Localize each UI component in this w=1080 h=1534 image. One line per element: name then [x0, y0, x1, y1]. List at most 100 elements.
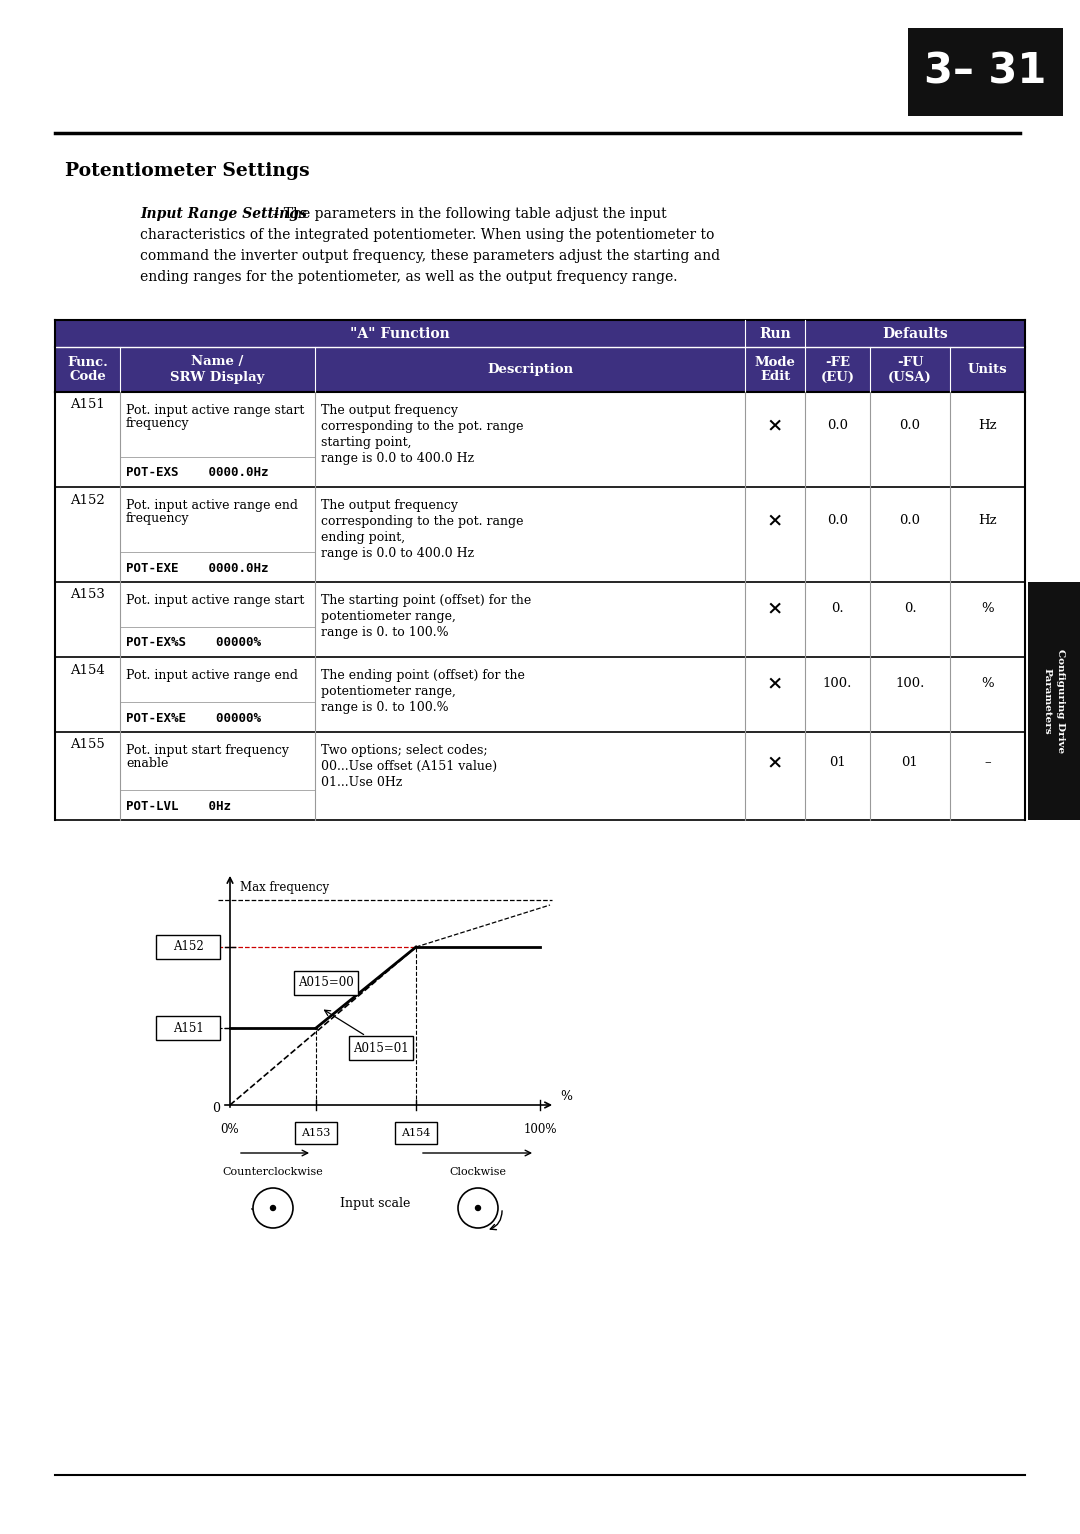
Text: 100.: 100. [895, 676, 924, 690]
Text: Name /
SRW Display: Name / SRW Display [171, 356, 265, 384]
Text: characteristics of the integrated potentiometer. When using the potentiometer to: characteristics of the integrated potent… [140, 229, 714, 242]
Text: Defaults: Defaults [882, 327, 948, 341]
Circle shape [475, 1206, 481, 1210]
Text: 3– 31: 3– 31 [924, 51, 1047, 94]
Bar [55, 732, 1025, 821]
Bar [55, 321, 745, 347]
Bar [745, 321, 805, 347]
Text: POT-LVL    0Hz: POT-LVL 0Hz [126, 799, 231, 813]
Bar [1028, 581, 1080, 821]
Text: A153: A153 [301, 1127, 330, 1138]
Text: 0.0: 0.0 [900, 419, 920, 431]
Text: The output frequency: The output frequency [321, 499, 458, 512]
Text: Configuring Drive
Parameters: Configuring Drive Parameters [1043, 649, 1065, 753]
Text: Pot. input active range start: Pot. input active range start [126, 403, 305, 417]
Text: A152: A152 [70, 494, 105, 506]
Text: A154: A154 [402, 1127, 431, 1138]
Text: Input Range Settings: Input Range Settings [140, 207, 307, 221]
Text: A015=01: A015=01 [353, 1042, 409, 1054]
Text: Pot. input start frequency: Pot. input start frequency [126, 744, 289, 756]
Text: Potentiometer Settings: Potentiometer Settings [65, 163, 310, 179]
Bar [55, 393, 1025, 486]
Text: – The parameters in the following table adjust the input: – The parameters in the following table … [268, 207, 666, 221]
FancyBboxPatch shape [295, 1121, 337, 1144]
Bar [315, 347, 745, 393]
Text: ×: × [767, 675, 783, 692]
FancyBboxPatch shape [294, 971, 357, 996]
Text: A151: A151 [70, 399, 105, 411]
Text: range is 0.0 to 400.0 Hz: range is 0.0 to 400.0 Hz [321, 453, 474, 465]
Bar [950, 347, 1025, 393]
Text: Counterclockwise: Counterclockwise [222, 1167, 323, 1177]
Text: command the inverter output frequency, these parameters adjust the starting and: command the inverter output frequency, t… [140, 249, 720, 262]
FancyBboxPatch shape [395, 1121, 437, 1144]
Text: enable: enable [126, 756, 168, 770]
Text: 00...Use offset (A151 value): 00...Use offset (A151 value) [321, 759, 497, 773]
Text: 0%: 0% [220, 1123, 240, 1137]
Text: ×: × [767, 416, 783, 434]
Text: 0.0: 0.0 [900, 514, 920, 526]
Text: Pot. input active range end: Pot. input active range end [126, 669, 298, 683]
Text: Hz: Hz [978, 514, 997, 526]
Bar [55, 657, 1025, 732]
Bar [55, 581, 1025, 657]
FancyBboxPatch shape [349, 1035, 413, 1060]
Text: Pot. input active range start: Pot. input active range start [126, 594, 305, 607]
Bar [55, 347, 120, 393]
Bar [120, 347, 315, 393]
Text: Mode
Edit: Mode Edit [755, 356, 796, 384]
Text: Input scale: Input scale [340, 1197, 410, 1209]
Text: 01: 01 [829, 756, 846, 769]
Text: ending point,: ending point, [321, 531, 405, 545]
Text: A151: A151 [173, 1022, 203, 1034]
Text: –: – [984, 756, 990, 769]
Text: The ending point (offset) for the: The ending point (offset) for the [321, 669, 525, 683]
Text: corresponding to the pot. range: corresponding to the pot. range [321, 420, 524, 433]
Bar [908, 28, 1063, 117]
Text: Description: Description [487, 364, 573, 376]
Text: 100%: 100% [523, 1123, 557, 1137]
Text: frequency: frequency [126, 512, 190, 525]
Text: ×: × [767, 511, 783, 529]
Text: 0.0: 0.0 [827, 419, 848, 431]
Text: corresponding to the pot. range: corresponding to the pot. range [321, 515, 524, 528]
Text: %: % [982, 601, 994, 615]
Text: POT-EX%S    00000%: POT-EX%S 00000% [126, 637, 261, 649]
Text: ending ranges for the potentiometer, as well as the output frequency range.: ending ranges for the potentiometer, as … [140, 270, 677, 284]
Text: ×: × [767, 753, 783, 772]
Text: %: % [561, 1091, 572, 1103]
Text: range is 0. to 100.%: range is 0. to 100.% [321, 626, 448, 640]
Text: starting point,: starting point, [321, 436, 411, 449]
Text: potentiometer range,: potentiometer range, [321, 686, 456, 698]
Text: Pot. input active range end: Pot. input active range end [126, 499, 298, 512]
Text: The starting point (offset) for the: The starting point (offset) for the [321, 594, 531, 607]
Bar [870, 347, 950, 393]
Text: ×: × [767, 600, 783, 617]
Text: 0.0: 0.0 [827, 514, 848, 526]
Circle shape [270, 1206, 275, 1210]
Text: range is 0. to 100.%: range is 0. to 100.% [321, 701, 448, 713]
Text: "A" Function: "A" Function [350, 327, 450, 341]
Text: POT-EXS    0000.0Hz: POT-EXS 0000.0Hz [126, 466, 269, 480]
Text: frequency: frequency [126, 417, 190, 430]
Text: A155: A155 [70, 738, 105, 752]
Text: The output frequency: The output frequency [321, 403, 458, 417]
Text: 01: 01 [902, 756, 918, 769]
Bar [805, 347, 870, 393]
Text: 0: 0 [212, 1103, 220, 1115]
Circle shape [253, 1187, 293, 1229]
Text: A154: A154 [70, 664, 105, 676]
Text: -FU
(USA): -FU (USA) [888, 356, 932, 384]
FancyBboxPatch shape [156, 1016, 220, 1040]
Text: Max frequency: Max frequency [240, 881, 329, 893]
FancyBboxPatch shape [156, 936, 220, 959]
Text: POT-EX%E    00000%: POT-EX%E 00000% [126, 712, 261, 724]
Text: POT-EXE    0000.0Hz: POT-EXE 0000.0Hz [126, 561, 269, 575]
Text: 0.: 0. [904, 601, 916, 615]
Text: A153: A153 [70, 589, 105, 601]
Text: range is 0.0 to 400.0 Hz: range is 0.0 to 400.0 Hz [321, 548, 474, 560]
Bar [805, 321, 1025, 347]
Circle shape [458, 1187, 498, 1229]
Text: Func.
Code: Func. Code [67, 356, 108, 384]
Text: potentiometer range,: potentiometer range, [321, 611, 456, 623]
